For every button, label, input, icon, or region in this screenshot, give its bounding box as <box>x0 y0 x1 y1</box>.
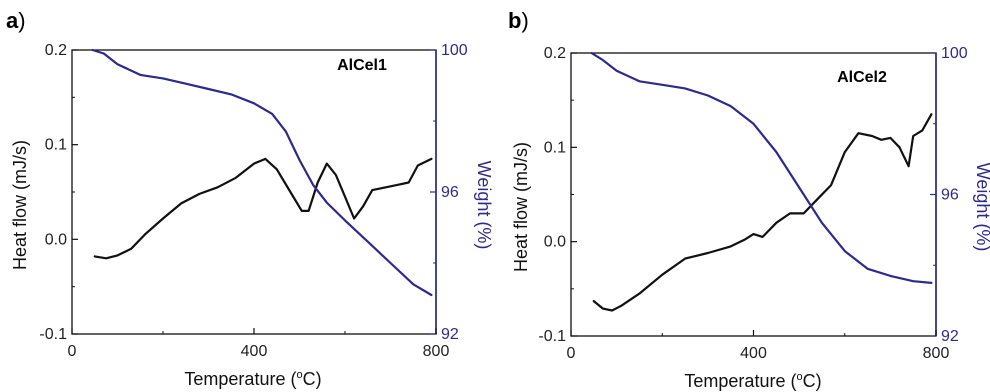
panel-a-y2tick-label: 100 <box>441 42 468 59</box>
panel-a-xtick-label: 800 <box>423 343 450 360</box>
panel-b-y2tick-label: 96 <box>941 187 959 204</box>
panel-a-bottom-ticks: 0 400 800 <box>68 328 450 360</box>
panel-a-plot-border <box>71 49 437 335</box>
panel-b-right-ticks: 92 96 100 <box>930 45 968 345</box>
panel-b-heat-flow-line <box>592 113 933 312</box>
panel-b-bottom-ticks: 0 400 800 <box>567 330 950 362</box>
panel-a-y2tick-label: 96 <box>441 184 459 201</box>
panel-b-ylabel: Heat flow (mJ/s) <box>511 142 531 272</box>
panel-a-xlabel: Temperature (oC) <box>184 369 321 389</box>
panel-b-ytick-label: 0.2 <box>544 45 566 62</box>
panel-a-ytick-label: -0.1 <box>39 326 67 343</box>
panel-a-title: AlCel1 <box>337 57 387 74</box>
panel-b-y2label: Weight (%) <box>973 163 990 252</box>
panel-b-ytick-label: -0.1 <box>538 328 566 345</box>
panel-b-letter: b) <box>508 8 529 33</box>
panel-b-weight-line <box>590 51 933 284</box>
panel-a-plot-frame <box>71 49 437 335</box>
panel-a-letter: a) <box>6 8 26 33</box>
panel-b-plot-frame <box>570 52 937 337</box>
panel-a-ytick-label: 0.1 <box>45 137 67 154</box>
panel-a-series <box>91 48 433 297</box>
panel-a-y2tick-label: 92 <box>441 326 459 343</box>
panel-b-xtick-label: 800 <box>923 345 950 362</box>
panel-b-y2tick-label: 100 <box>941 45 968 62</box>
panel-a-left-ticks: -0.1 0.0 0.1 0.2 <box>39 42 78 343</box>
panel-a-weight-line <box>91 48 433 297</box>
panel-a-right-ticks: 92 96 100 <box>430 42 468 343</box>
panel-b-ytick-label: 0.1 <box>544 139 566 156</box>
panel-b-ytick-label: 0.0 <box>544 234 566 251</box>
panel-a-y2label: Weight (%) <box>474 161 494 250</box>
panel-b-plot-border <box>570 52 937 337</box>
panel-b-series <box>590 51 933 312</box>
panel-a-ytick-label: 0.2 <box>45 42 67 59</box>
panel-a-ylabel: Heat flow (mJ/s) <box>10 140 30 270</box>
panel-b-y2tick-label: 92 <box>941 328 959 345</box>
panel-b-xtick-label: 0 <box>567 345 576 362</box>
panel-b-xtick-label: 400 <box>740 345 767 362</box>
panel-a-xtick-label: 400 <box>241 343 268 360</box>
panel-a-heat-flow-line <box>93 157 433 260</box>
panel-a-ytick-label: 0.0 <box>45 231 67 248</box>
panel-a-xtick-label: 0 <box>68 343 77 360</box>
panel-b-xlabel: Temperature (oC) <box>684 371 821 391</box>
panel-b-left-ticks: -0.1 0.0 0.1 0.2 <box>538 45 577 345</box>
panel-b-title: AlCel2 <box>837 69 887 86</box>
